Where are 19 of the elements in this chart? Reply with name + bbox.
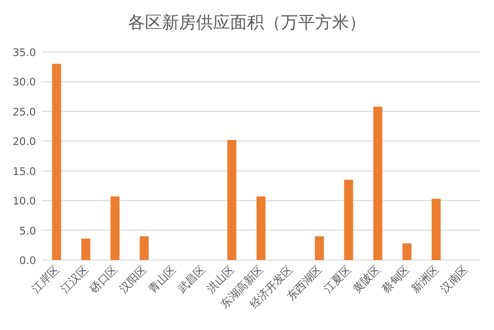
- bar: [432, 198, 441, 260]
- bar: [227, 140, 236, 260]
- bar: [110, 196, 120, 260]
- bar: [314, 236, 324, 260]
- y-tick-label: 20.0: [12, 136, 36, 148]
- bar: [81, 238, 90, 260]
- y-tick-label: 15.0: [12, 166, 36, 178]
- chart-title: 各区新房供应面积（万平方米）: [128, 13, 366, 33]
- bar: [402, 243, 412, 260]
- bar: [140, 236, 149, 260]
- y-tick-label: 35.0: [12, 47, 36, 59]
- bar: [256, 196, 266, 260]
- y-tick-label: 25.0: [12, 106, 36, 118]
- bar: [52, 64, 62, 260]
- y-tick-label: 5.0: [19, 225, 36, 238]
- y-tick-label: 30.0: [12, 76, 36, 89]
- y-tick-label: 10.0: [12, 196, 36, 208]
- bar: [344, 180, 354, 260]
- bar: [373, 106, 382, 260]
